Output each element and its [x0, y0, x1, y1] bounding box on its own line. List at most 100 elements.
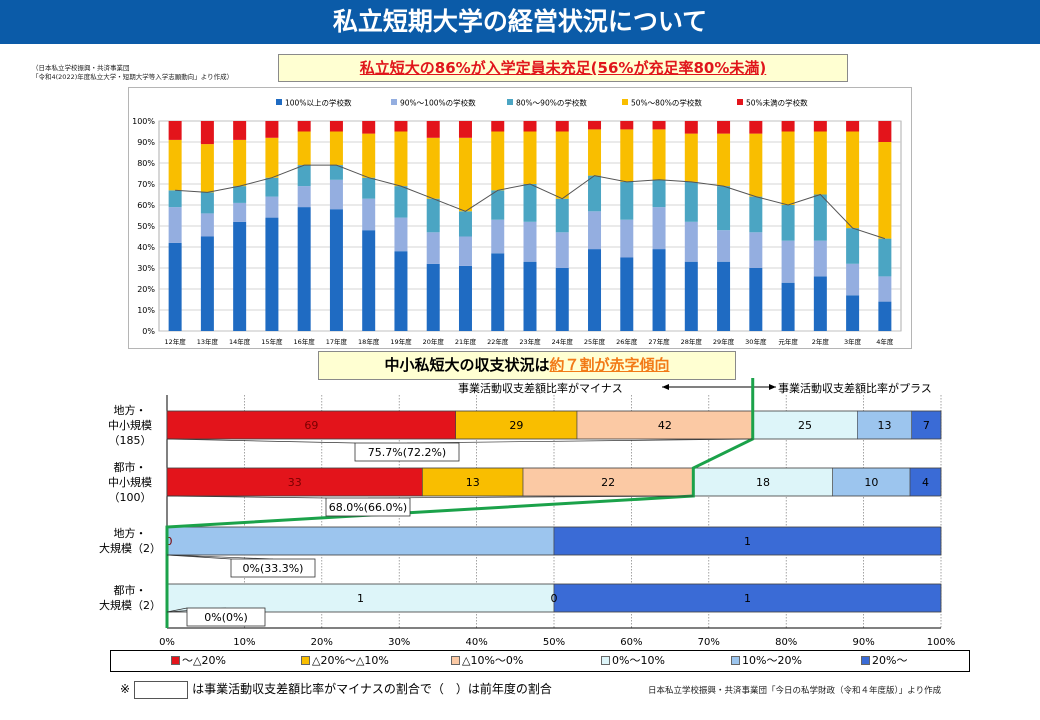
segment-label: 18 — [756, 476, 770, 489]
x-tick-label: 26年度 — [616, 337, 638, 346]
ratio-box — [230, 558, 316, 578]
bar-segment — [491, 253, 505, 331]
x-tick-label: 19年度 — [390, 337, 412, 346]
legend-entry: 100%以上の学校数 — [285, 98, 352, 108]
x-tick-label: 90% — [852, 637, 874, 648]
x-tick-label: 17年度 — [326, 337, 348, 346]
legend-entry: 80%～90%の学校数 — [516, 98, 587, 108]
bar-segment — [553, 583, 942, 613]
bar-segment — [717, 230, 731, 262]
bar-segment — [684, 133, 698, 182]
bar-segment — [426, 232, 440, 264]
bar-segment — [781, 240, 795, 283]
bar-segment — [588, 129, 602, 176]
bar-segment — [749, 133, 763, 197]
legend-swatch — [276, 99, 282, 105]
bar-segment — [878, 121, 892, 142]
balance-legend-label: 10%～20% — [742, 654, 802, 667]
segment-label: 29 — [509, 419, 523, 432]
bar-segment — [200, 121, 214, 145]
bar-segment — [878, 142, 892, 239]
bar-segment — [813, 131, 827, 195]
bar-segment — [846, 295, 860, 331]
balance-callout-emphasis: 約７割が赤字傾向 — [549, 356, 670, 374]
bar-segment — [620, 219, 634, 258]
bar-segment — [523, 184, 537, 222]
source-bottom: 日本私立学校振興・共済事業団「今日の私学財政（令和４年度版）」より作成 — [648, 686, 942, 696]
bar-segment — [523, 221, 537, 262]
enrollment-callout: 私立短大の86%が入学定員未充足(56%が充足率80%未満) — [278, 54, 848, 82]
footnote-blank-box — [134, 680, 189, 699]
page-title: 私立短期大学の経営状況について — [0, 0, 1040, 44]
segment-label: 69 — [304, 419, 318, 432]
bar-segment — [233, 221, 247, 331]
row-label-line: 都市・ — [113, 584, 147, 597]
row-label-line: 大規模（2） — [99, 542, 161, 555]
bar-segment — [717, 186, 731, 231]
row-label: 都市・ 中小規模 （100） — [80, 460, 180, 505]
segment-label: 13 — [466, 476, 480, 489]
bar-segment — [846, 131, 860, 229]
bar-segment — [749, 268, 763, 331]
bar-segment — [555, 268, 569, 331]
x-tick-label: 14年度 — [229, 337, 251, 346]
row-label-line: 大規模（2） — [99, 599, 161, 612]
row-label-line: 中小規模 — [108, 475, 152, 489]
bar-segment — [652, 249, 666, 331]
row-label-line: 中小規模 — [108, 418, 152, 432]
bar-segment — [168, 139, 182, 191]
bar-segment — [426, 198, 440, 233]
x-tick-label: 30% — [388, 637, 410, 648]
bar-segment — [652, 121, 666, 130]
bar-segment — [684, 181, 698, 222]
bar-segment — [233, 121, 247, 140]
bar-segment — [362, 177, 376, 199]
bar-segment — [458, 265, 472, 331]
bar-segment — [458, 236, 472, 266]
bar-segment — [426, 263, 440, 331]
bar-segment — [491, 219, 505, 254]
bar-segment — [522, 467, 694, 497]
balance-legend-item: 0%～10% — [601, 654, 665, 668]
row-label-line: 地方・ — [113, 527, 147, 540]
x-tick-label: 29年度 — [713, 337, 735, 346]
source-top-line-2: 「令和4(2022)年度私立大学・短期大学等入学志願動向」より作成） — [32, 73, 234, 81]
legend-swatch — [507, 99, 513, 105]
ratio-label: 0%(33.3%) — [243, 562, 304, 575]
balance-legend-swatch — [451, 656, 460, 665]
bar-segment — [394, 121, 408, 132]
leader-line — [166, 607, 188, 613]
footnote-text: は事業活動収支差額比率がマイナスの割合で（ ）は前年度の割合 — [192, 682, 552, 696]
bar-segment — [588, 249, 602, 331]
fill-rate-line — [175, 164, 886, 240]
bar-segment — [166, 410, 456, 440]
legend-entry: 50%未満の学校数 — [746, 98, 808, 108]
x-tick-label: 4年度 — [876, 337, 894, 346]
bar-segment — [523, 121, 537, 132]
bar-segment — [297, 165, 311, 187]
bar-segment — [233, 139, 247, 187]
balance-legend-label: 0%～10% — [612, 654, 665, 667]
bar-segment — [458, 121, 472, 138]
bar-segment — [491, 131, 505, 191]
bar-segment — [200, 192, 214, 214]
bar-segment — [781, 205, 795, 241]
enrollment-chart-frame: 0% 10% 20% 30% 40% 50% 60% 70% 80% 90% 100% 100%以上の… — [128, 87, 912, 349]
x-tick-label: 3年度 — [844, 337, 862, 346]
x-tick-label: 25年度 — [584, 337, 606, 346]
enrollment-chart: 0% 10% 20% 30% 40% 50% 60% 70% 80% 90% 100% 100%以上の… — [132, 98, 902, 346]
bar-segment — [846, 121, 860, 132]
x-tick-label: 23年度 — [519, 337, 541, 346]
ratio-box — [325, 497, 411, 517]
bar-segment — [394, 186, 408, 218]
bar-segment — [652, 179, 666, 208]
bar-segment — [166, 467, 423, 497]
bar-segment — [717, 121, 731, 134]
segment-label: 1 — [357, 592, 364, 605]
balance-callout: 中小私短大の収支状況は約７割が赤字傾向 — [318, 351, 736, 380]
bar-segment — [846, 228, 860, 264]
leader-line — [406, 438, 753, 444]
sign-arrow-right-head — [769, 384, 776, 390]
bar-segment — [422, 467, 524, 497]
balance-legend-label: ～△20% — [182, 654, 226, 667]
